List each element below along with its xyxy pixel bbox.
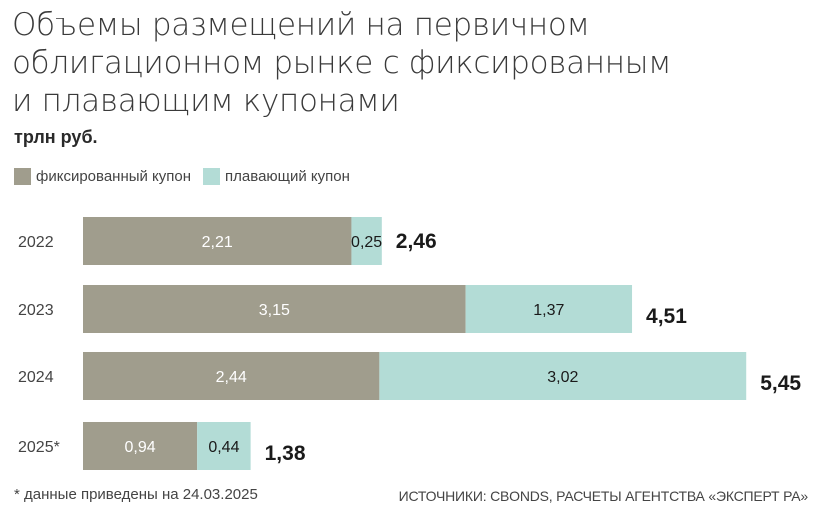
bar-segment-0-0 [83, 217, 352, 265]
legend-swatch-floating [203, 167, 221, 185]
bar-value-label-1-0: 0,25 [351, 234, 382, 251]
legend-label-fixed: фиксированный купон [36, 167, 192, 185]
bar-value-label-1-1: 1,37 [533, 302, 564, 319]
chart-title-line-2: облигационном рынке с фиксированным [12, 45, 672, 81]
legend-swatch-fixed [14, 167, 31, 185]
bar-segment-1-3 [197, 422, 251, 470]
legend-item-fixed: фиксированный купон [14, 167, 192, 185]
unit-label: трлн руб. [14, 127, 98, 147]
bar-segment-0-2 [83, 352, 380, 400]
total-label-0: 2,46 [396, 230, 437, 253]
total-label-2: 5,45 [760, 372, 801, 395]
category-label-0: 2022 [18, 234, 54, 251]
chart-title-line-3: и плавающим купонами [12, 83, 400, 119]
legend-item-floating: плавающий купон [203, 167, 350, 185]
chart-title: Объемы размещений на первичном облигацио… [12, 6, 812, 120]
bar-value-label-0-2: 2,44 [216, 369, 247, 386]
category-label-3: 2025* [18, 439, 60, 456]
bar-segment-1-0 [351, 217, 382, 265]
total-label-3: 1,38 [265, 442, 306, 465]
category-label-2: 2024 [18, 369, 54, 386]
bar-value-label-1-3: 0,44 [208, 439, 239, 456]
bar-value-label-0-3: 0,94 [125, 439, 156, 456]
legend-label-floating: плавающий купон [225, 167, 350, 185]
chart-title-line-1: Объемы размещений на первичном [12, 7, 590, 43]
bar-value-label-0-1: 3,15 [259, 302, 290, 319]
bar-segment-1-1 [465, 285, 633, 333]
bar-segment-0-3 [83, 422, 198, 470]
bar-segment-0-1 [83, 285, 466, 333]
bar-value-label-1-2: 3,02 [547, 369, 578, 386]
category-label-1: 2023 [18, 302, 54, 319]
source-note: ИСТОЧНИКИ: CBONDS, РАСЧЕТЫ АГЕНТСТВА «ЭК… [398, 488, 809, 504]
total-label-1: 4,51 [646, 305, 687, 328]
footnote: * данные приведены на 24.03.2025 [14, 486, 258, 503]
legend: фиксированный купон плавающий купон [14, 166, 362, 186]
bar-value-label-0-0: 2,21 [202, 234, 233, 251]
bar-segment-1-2 [379, 352, 747, 400]
